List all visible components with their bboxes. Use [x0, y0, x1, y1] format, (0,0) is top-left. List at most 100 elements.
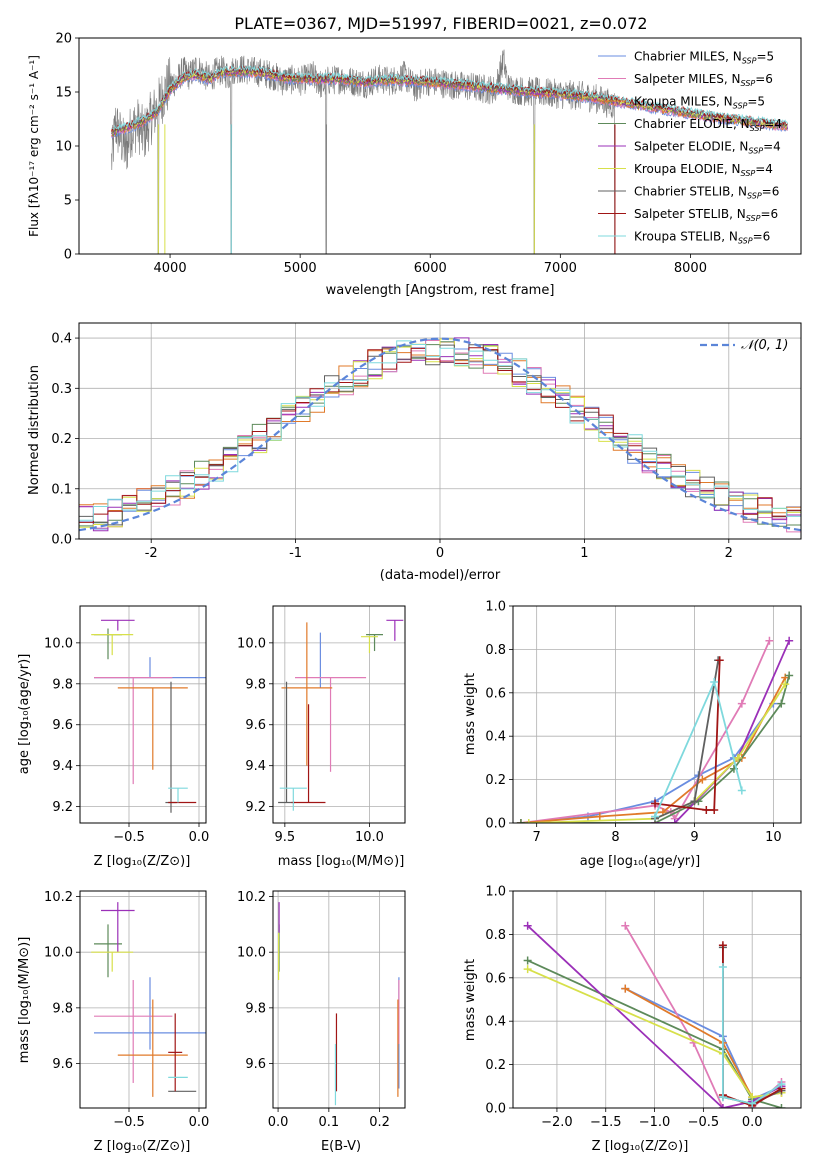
mass-weight-line: [520, 675, 791, 823]
error-bar-point: [94, 980, 173, 1083]
ageZ-y-tick-label: 9.6: [52, 718, 73, 733]
mass-weight-marker: [737, 786, 746, 795]
mass-weight-line: [722, 967, 783, 1105]
spectrum-x-label: wavelength [Angstrom, rest frame]: [326, 283, 555, 298]
mwZ-x-tick-label: 0.0: [742, 1115, 763, 1130]
ageZ-y-tick-label: 10.0: [44, 636, 73, 651]
ageM-plot-area: [278, 619, 404, 811]
spectrum-y-tick-label: 0: [64, 248, 72, 263]
massEBV-x-tick-label: 0.0: [268, 1115, 289, 1130]
age-mass-x-label: mass [log₁₀(M/M⊙)]: [278, 854, 405, 869]
spectrum-x-tick-label: 4000: [154, 261, 187, 276]
legend-label: Salpeter STELIB, NSSP=6: [634, 207, 778, 223]
error-bar-point: [101, 902, 135, 953]
mass-weight-marker: [777, 1080, 786, 1089]
mass-weight-line: [527, 968, 782, 1099]
error-bar-point: [279, 787, 307, 811]
error-bar-point: [361, 636, 378, 654]
mwZ-y-tick-label: 0.2: [485, 1058, 506, 1073]
mass-weight-marker: [777, 1104, 786, 1108]
ageM-y-tick-label: 10.0: [237, 636, 266, 651]
massEBV-x-tick-label: 0.1: [319, 1115, 340, 1130]
error-bar-point: [94, 677, 173, 785]
mass-weight-marker: [702, 805, 711, 814]
legend-label: Kroupa STELIB, NSSP=6: [634, 230, 770, 246]
spectrum-x-tick-label: 6000: [414, 261, 447, 276]
massEBV-grid: [273, 891, 405, 1108]
mass-weight-vs-Z-panel: Z [log₁₀(Z/Z⊙)] mass weight −2.0 −1.5 −1.0…: [463, 885, 802, 1154]
massZ-x-tick-label: −0.5: [113, 1115, 145, 1130]
ageZ-plot-area: [91, 619, 206, 813]
mass-weight-line: [520, 640, 771, 823]
hist-x-tick-label: 1: [580, 546, 588, 561]
massEBV-y-tick-label: 9.8: [245, 1001, 266, 1016]
massZ-y-tick-label: 10.2: [44, 890, 73, 905]
mwAge-plot-area: [516, 636, 794, 823]
histogram-y-label: Normed distribution: [27, 365, 42, 495]
error-bar-point: [366, 634, 383, 652]
hist-x-tick-label: -1: [289, 546, 302, 561]
mass-weight-marker: [765, 636, 774, 645]
error-bar-point: [91, 951, 134, 972]
error-bar-point: [94, 977, 206, 1050]
legend-label: Kroupa MILES, NSSP=5: [634, 95, 765, 111]
mwZ-frame: [512, 890, 802, 1109]
mass-weight-marker: [523, 921, 532, 930]
mwAge-x-tick-label: 9: [690, 830, 698, 845]
massZ-grid: [80, 891, 206, 1108]
mass-weight-marker: [621, 921, 630, 930]
histogram-x-label: (data-model)/error: [380, 568, 501, 583]
hist-x-tick-label: 0: [436, 546, 444, 561]
mass-weight-marker: [748, 1099, 757, 1108]
mwZ-x-tick-label: −0.5: [688, 1115, 720, 1130]
mwZ-x-tick-label: −1.0: [639, 1115, 671, 1130]
massEBV-frame: [272, 890, 406, 1109]
mass-weight-marker: [651, 799, 660, 808]
spectrum-y-tick-label: 20: [55, 32, 72, 47]
legend-label: Kroupa ELODIE, NSSP=4: [634, 162, 773, 178]
mass-weight-marker: [777, 699, 786, 708]
mwZ-plot-area: [523, 921, 786, 1108]
hist-y-tick-label: 0.4: [51, 332, 72, 347]
hist-plot-area: [79, 337, 801, 533]
massZ-y-tick-label: 10.0: [44, 946, 73, 961]
figure-title: PLATE=0367, MJD=51997, FIBERID=0021, z=0…: [234, 14, 647, 33]
mass-weight-marker: [516, 819, 525, 823]
mass-weight-marker: [785, 671, 794, 680]
age-vs-mass-panel: mass [log₁₀(M/M⊙)] 9.5 10.0 9.2 9.4 9.6 9.8 10…: [237, 605, 406, 869]
ageM-y-tick-label: 9.6: [245, 718, 266, 733]
mass-weight-marker: [523, 956, 532, 965]
ageM-frame: [272, 605, 406, 824]
hist-y-tick-label: 0.1: [51, 482, 72, 497]
mass-weight-marker: [595, 812, 604, 821]
mw-age-x-label: age [log₁₀(age/yr)]: [580, 854, 701, 869]
mwAge-y-tick-label: 0.4: [485, 730, 506, 745]
mass-weight-marker: [718, 1104, 727, 1108]
mw-Z-y-label: mass weight: [463, 959, 478, 1041]
mwZ-y-tick-label: 1.0: [485, 885, 506, 900]
mwAge-y-tick-label: 0.2: [485, 773, 506, 788]
ageM-x-tick-label: 10.0: [355, 830, 384, 845]
mw-Z-x-label: Z [log₁₀(Z/Z⊙)]: [592, 1139, 689, 1154]
mwZ-y-tick-label: 0.4: [485, 1015, 506, 1030]
mass-weight-marker: [524, 819, 533, 823]
massZ-y-tick-label: 9.8: [52, 1001, 73, 1016]
error-bar-point: [168, 1013, 183, 1092]
normal-legend-label: 𝒩(0, 1): [741, 338, 788, 353]
mwZ-y-tick-label: 0.8: [485, 928, 506, 943]
mass-weight-line: [520, 677, 786, 823]
mw-age-y-label: mass weight: [463, 673, 478, 755]
mass-weight-marker: [785, 636, 794, 645]
mass-weight-vs-age-panel: age [log₁₀(age/yr)] mass weight 7 8 9 10 0.0…: [463, 600, 802, 869]
spectrum-y-label: Flux [fλ10⁻¹⁷ erg cm⁻² s⁻¹ A⁻¹]: [27, 55, 41, 237]
massZ-frame: [79, 890, 207, 1109]
error-bar-point: [291, 704, 326, 804]
mwAge-y-tick-label: 0.0: [485, 817, 506, 832]
mass-weight-marker: [715, 656, 724, 665]
massEBV-y-tick-label: 9.6: [245, 1057, 266, 1072]
massEBV-y-tick-label: 10.2: [237, 890, 266, 905]
legend-label: Chabrier STELIB, NSSP=6: [634, 185, 779, 201]
error-bar-point: [91, 634, 134, 656]
massZ-plot-area: [91, 902, 206, 1097]
